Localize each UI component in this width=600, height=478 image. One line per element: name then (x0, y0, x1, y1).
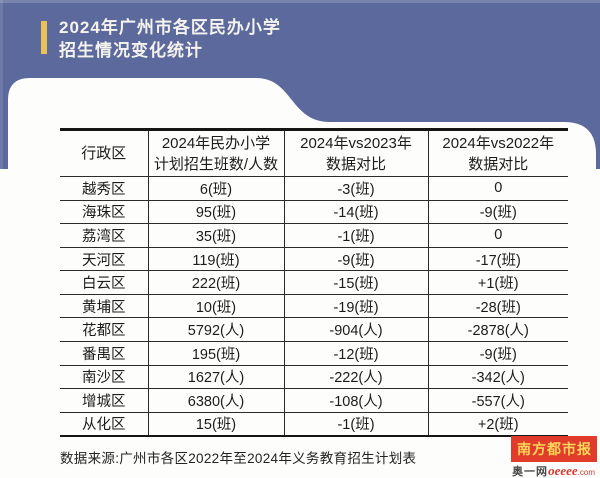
table-cell: 10(班) (147, 293, 284, 318)
table-cell: 95(班) (147, 199, 284, 224)
table-cell: 119(班) (147, 246, 284, 271)
table-cell: 35(班) (147, 223, 284, 248)
table-cell: -2878(人) (427, 317, 568, 342)
table-cell: 195(班) (147, 341, 284, 366)
table-cell: 1627(人) (147, 364, 284, 389)
table-cell: -12(班) (283, 341, 428, 366)
table-cell: -3(班) (283, 176, 428, 201)
table-cell: -17(班) (427, 246, 568, 271)
column-header: 2024年vs2022年 数据对比 (427, 129, 568, 177)
table-cell: 6(班) (147, 176, 284, 201)
table-cell: 6380(人) (147, 388, 284, 413)
table-cell: 5792(人) (147, 317, 284, 342)
table-cell: 黄埔区 (60, 293, 148, 318)
table-cell: -14(班) (283, 199, 428, 224)
table-row: 海珠区 95(班) -14(班) -9(班) (60, 199, 568, 224)
page-title-line1: 2024年广州市各区民办小学 (59, 18, 281, 37)
table-row: 番禺区 195(班) -12(班) -9(班) (60, 341, 568, 366)
table-cell: -9(班) (283, 246, 428, 271)
table-cell: 南沙区 (60, 364, 148, 389)
table-cell: 天河区 (60, 246, 148, 271)
table-cell: 增城区 (60, 388, 148, 413)
brand-subtitle: 奥一网oeeee.com (511, 463, 597, 478)
table-row: 增城区 6380(人) -108(人) -557(人) (60, 388, 568, 413)
table-cell: -1(班) (283, 411, 428, 436)
table-cell: -19(班) (283, 293, 428, 318)
column-header: 2024年vs2023年 数据对比 (283, 129, 428, 177)
header: 2024年广州市各区民办小学 招生情况变化统计 (41, 16, 281, 62)
data-source-note: 数据来源:广州市各区2022年至2024年义务教育招生计划表 (60, 451, 417, 466)
page-title-line2: 招生情况变化统计 (59, 41, 203, 60)
table-cell: 花都区 (60, 317, 148, 342)
page-title: 2024年广州市各区民办小学 招生情况变化统计 (59, 16, 281, 62)
brand-sub-domain: oeeee (548, 463, 578, 478)
table-cell: -222(人) (283, 364, 428, 389)
table-cell: -9(班) (427, 341, 568, 366)
accent-bar (41, 21, 47, 54)
table-row: 越秀区 6(班) -3(班) 0 (60, 176, 568, 201)
brand-name: 南方都市报 (511, 436, 597, 462)
table-cell: 荔湾区 (60, 223, 148, 248)
table-cell: -1(班) (283, 223, 428, 248)
table-cell: 15(班) (147, 411, 284, 436)
table-row: 白云区 222(班) -15(班) +1(班) (60, 270, 568, 295)
table-cell: +1(班) (427, 270, 568, 295)
table-row: 黄埔区 10(班) -19(班) -28(班) (60, 293, 568, 318)
table-row: 荔湾区 35(班) -1(班) 0 (60, 223, 568, 248)
table-cell: 222(班) (147, 270, 284, 295)
table-cell: -342(人) (427, 364, 568, 389)
table-cell: +2(班) (427, 411, 568, 436)
table-cell: -28(班) (427, 293, 568, 318)
table-header-row: 行政区 2024年民办小学 计划招生班数/人数 2024年vs2023年 数据对比 202… (60, 129, 568, 177)
table-row: 天河区 119(班) -9(班) -17(班) (60, 246, 568, 271)
table-row: 从化区 15(班) -1(班) +2(班) (60, 411, 568, 436)
table-cell: 白云区 (60, 270, 148, 295)
table-cell: 越秀区 (82, 181, 126, 198)
table-cell: 海珠区 (60, 199, 148, 224)
table-cell: -557(人) (427, 388, 568, 413)
column-header: 2024年民办小学 计划招生班数/人数 (147, 129, 284, 177)
table-cell: 从化区 (60, 411, 148, 436)
table-cell: -15(班) (283, 270, 428, 295)
brand-sub-prefix: 奥一网 (512, 466, 549, 478)
brand-sub-tld: .com (577, 468, 595, 477)
table-cell: -9(班) (427, 199, 568, 224)
table-body: 越秀区 6(班) -3(班) 0 海珠区 95(班) -14(班) -9(班) 荔湾区 35(班)… (60, 176, 568, 436)
table-cell: 0 (427, 223, 568, 248)
table-row: 南沙区 1627(人) -222(人) -342(人) (60, 364, 568, 389)
table-cell: 0 (427, 176, 568, 201)
table-cell: 番禺区 (60, 341, 148, 366)
brand-logo: 南方都市报 奥一网oeeee.com (511, 436, 597, 478)
stats-table: 行政区 2024年民办小学 计划招生班数/人数 2024年vs2023年 数据对比 202… (60, 128, 568, 437)
table-cell: -904(人) (283, 317, 428, 342)
column-header: 行政区 (60, 129, 148, 177)
table-cell: -108(人) (283, 388, 428, 413)
table-row: 花都区 5792(人) -904(人) -2878(人) (60, 317, 568, 342)
